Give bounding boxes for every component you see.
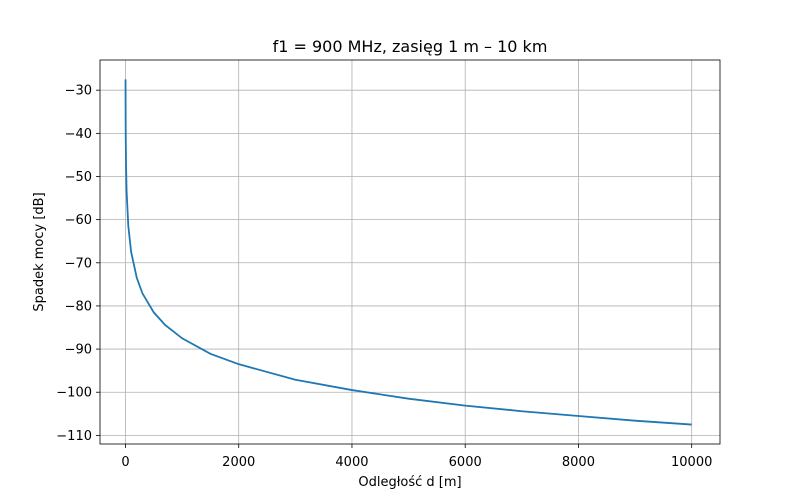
x-axis-ticks: 0 2000 4000 6000 8000 10000 bbox=[121, 444, 712, 470]
x-tick-label: 4000 bbox=[335, 455, 368, 470]
y-tick-label: −80 bbox=[65, 299, 92, 314]
y-axis-label: Spadek mocy [dB] bbox=[32, 192, 47, 311]
x-tick-label: 6000 bbox=[449, 455, 482, 470]
chart-title: f1 = 900 MHz, zasięg 1 m – 10 km bbox=[273, 37, 548, 56]
x-axis-label: Odległość d [m] bbox=[358, 475, 461, 490]
grid bbox=[100, 60, 720, 444]
y-tick-label: −100 bbox=[56, 386, 92, 401]
plot-frame bbox=[99, 59, 721, 445]
y-axis-ticks: −30 −40 −50 −60 −70 −80 −90 −100 −110 bbox=[56, 84, 100, 444]
x-tick-label: 0 bbox=[121, 455, 129, 470]
y-tick-label: −110 bbox=[56, 429, 92, 444]
y-tick-label: −40 bbox=[65, 127, 92, 142]
y-tick-label: −50 bbox=[65, 170, 92, 185]
x-tick-label: 8000 bbox=[562, 455, 595, 470]
x-tick-label: 2000 bbox=[222, 455, 255, 470]
y-tick-label: −60 bbox=[65, 213, 92, 228]
x-tick-label: 10000 bbox=[671, 455, 712, 470]
y-tick-label: −90 bbox=[65, 343, 92, 358]
y-tick-label: −70 bbox=[65, 256, 92, 271]
y-tick-label: −30 bbox=[65, 84, 92, 99]
series-line bbox=[124, 79, 692, 426]
